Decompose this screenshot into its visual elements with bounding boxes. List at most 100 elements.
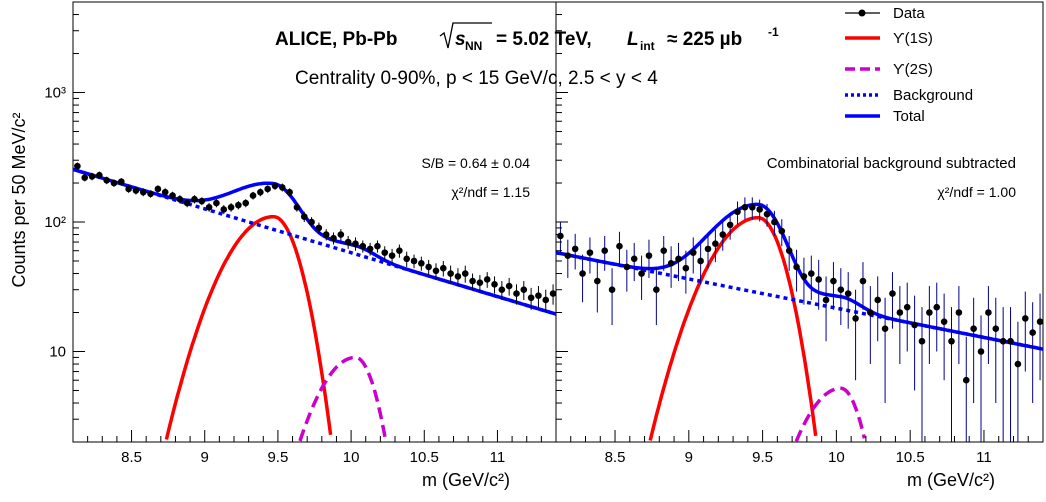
data-point [344,238,352,246]
energy-label: = 5.02 TeV, [496,29,592,50]
data-point [374,242,381,250]
legend: Data ϒ(1S) ϒ(2S) Background Total [845,5,973,125]
data-point [125,185,132,193]
data-point [867,309,874,316]
data-point [926,309,933,316]
data-point [88,173,96,180]
data-point [859,277,867,285]
legend-item-background: Background [845,87,973,104]
data-point [948,337,955,345]
data-point [483,276,491,283]
svg-text:NN: NN [465,39,482,53]
data-point [432,267,440,275]
data-point [249,192,257,199]
x-tick-label: 10 [828,449,845,466]
chi2-right-label: χ²/ndf = 1.00 [937,184,1016,200]
data-point [469,277,476,285]
data-point [96,171,103,179]
data-point [161,188,169,196]
subtitle: Centrality 0-90%, p < 15 GeV/c, 2.5 < y … [295,68,658,89]
data-point [793,263,800,271]
data-point [955,309,963,316]
data-point [279,184,286,191]
sb-ratio-label: S/B = 0.64 ± 0.04 [422,155,531,171]
data-point [227,203,235,211]
data-point [1029,329,1036,336]
data-point [169,192,176,199]
data-point [542,296,550,304]
data-point [896,309,904,316]
data-point [586,249,594,256]
data-point [498,286,506,294]
data-point [352,240,359,247]
data-point [962,376,970,384]
svg-text:int: int [640,39,655,53]
curve-upsilon1s-left [164,214,333,440]
data-point [911,321,918,329]
curve-upsilon1s-right [648,215,818,441]
chi2-left-label: χ²/ndf = 1.15 [451,184,530,200]
data-point [454,273,462,280]
data-point [933,303,941,311]
data-point [763,210,771,218]
x-axis-title-left: m (GeV/c²) [422,470,510,490]
data-point [977,348,985,355]
x-tick-label: 9 [685,449,693,466]
data-point [461,270,469,277]
data-point [719,231,727,238]
data-point [1021,315,1029,322]
data-point [198,197,206,205]
data-point [808,270,815,277]
data-point [476,279,484,286]
data-point [579,270,586,277]
data-point [396,247,403,255]
x-tick-label: 9 [201,449,209,466]
data-point [403,255,411,263]
data-point [1014,360,1022,368]
data-point [940,318,948,325]
data-point [660,247,668,255]
legend-label-upsilon1s: ϒ(1S) [893,30,933,47]
data-point [527,294,535,302]
data-point [667,259,675,267]
data-point [103,176,110,184]
data-point [903,303,911,311]
data-point [505,282,513,290]
data-point [110,179,118,187]
data-point [322,231,330,238]
data-point [822,296,830,304]
data-point [1007,337,1014,345]
data-point [748,203,756,211]
data-point [271,182,279,190]
x-tick-label: 8.5 [605,449,626,466]
data-point [800,273,808,280]
x-tick-label: 9.5 [752,449,773,466]
data-point [689,249,697,256]
svg-text:L: L [627,29,639,50]
data-point [704,245,712,253]
data-point [616,242,623,250]
data-point [337,231,345,238]
data-point [410,257,418,265]
curve-upsilon2s-right [794,386,867,442]
data-point [491,281,498,288]
data-point [675,255,682,263]
data-point [154,185,162,193]
data-point [881,325,889,332]
data-point [183,199,191,207]
data-point [557,232,564,240]
data-point [176,195,184,203]
y-tick-label: 10² [44,214,66,231]
data-point [682,264,690,272]
data-point [213,199,220,207]
data-point [889,290,896,297]
data-point [286,188,293,196]
data-point [918,337,926,345]
data-point [645,252,653,259]
lumi-label: ≈ 225 µb [667,29,742,50]
data-point [549,290,557,297]
data-point [74,162,81,170]
data-point [771,218,778,226]
axes-layer: 8.5 9 9.5 10 10.5 11 8.5 9 9.5 10 10.5 11 10 10² 10³ [44,1,1044,466]
